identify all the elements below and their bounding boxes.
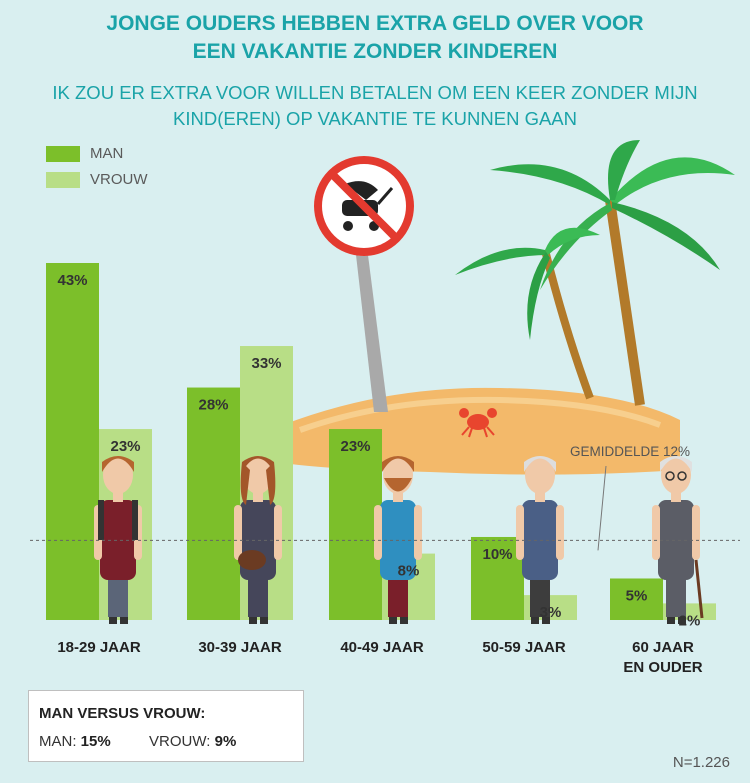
bar-man-1 [46,263,99,620]
category-label-5: 60 JAAR [632,639,694,656]
summary-man-label: MAN: [39,733,77,750]
summary-values: MAN: 15% VROUW: 9% [39,733,236,750]
title-line-2: EEN VAKANTIE ZONDER KINDEREN [192,40,558,63]
subtitle-line-1: IK ZOU ER EXTRA VOOR WILLEN BETALEN OM E… [52,82,698,103]
legend-man-label: MAN [90,145,124,162]
legend-vrouw-swatch [46,172,80,188]
bar-label-man-3: 23% [340,438,370,455]
bar-label-man-2: 28% [198,397,228,414]
category-label-1: 18-29 JAAR [57,639,141,656]
bar-man-2 [187,387,240,620]
category-label-2: 30-39 JAAR [198,639,282,656]
bar-label-vrouw-1: 23% [110,438,140,455]
person-60-plus-icon [652,456,704,624]
people-illustrations [94,456,704,624]
average-label: GEMIDDELDE 12% [570,444,691,459]
subtitle-line-2: KIND(EREN) OP VAKANTIE TE KUNNEN GAAN [173,108,577,129]
bar-label-vrouw-3: 8% [398,563,420,580]
bar-labels: 43% 23% 28% 33% 23% 8% 10% 3% 5% 2% [57,272,700,629]
sample-size: N=1.226 [672,754,730,771]
summary-man-value: 15% [80,733,111,750]
category-label-5-line-2: EN OUDER [623,659,702,676]
category-labels: 18-29 JAAR 30-39 JAAR 40-49 JAAR 50-59 JAAR… [57,639,702,676]
palm-tree-icon [455,140,735,406]
summary-vrouw-value: 9% [214,733,237,750]
bar-label-man-4: 10% [482,546,512,563]
bar-man-3 [329,429,382,620]
bar-label-vrouw-5: 2% [679,612,701,629]
summary-vrouw-label: VROUW: [149,733,211,750]
category-label-3: 40-49 JAAR [340,639,424,656]
legend-vrouw-label: VROUW [90,171,148,188]
average-pointer [597,465,607,551]
no-stroller-sign-icon [314,156,414,412]
bar-label-vrouw-2: 33% [251,355,281,372]
summary-title: MAN VERSUS VROUW: [39,705,206,722]
bar-label-man-1: 43% [57,272,87,289]
crab-icon [459,408,497,438]
person-18-29-icon [94,456,142,624]
person-40-49-icon [374,456,422,624]
title-line-1: JONGE OUDERS HEBBEN EXTRA GELD OVER VOOR [106,12,644,35]
bar-man-4 [471,536,524,620]
category-label-4: 50-59 JAAR [482,639,566,656]
bar-label-vrouw-4: 3% [540,604,562,621]
summary-box: MAN VERSUS VROUW: MAN: 15% VROUW: 9% [28,690,304,762]
average-line-group [30,465,740,551]
bar-man-5 [610,578,663,620]
legend-man-swatch [46,146,80,162]
bar-label-man-5: 5% [626,587,648,604]
